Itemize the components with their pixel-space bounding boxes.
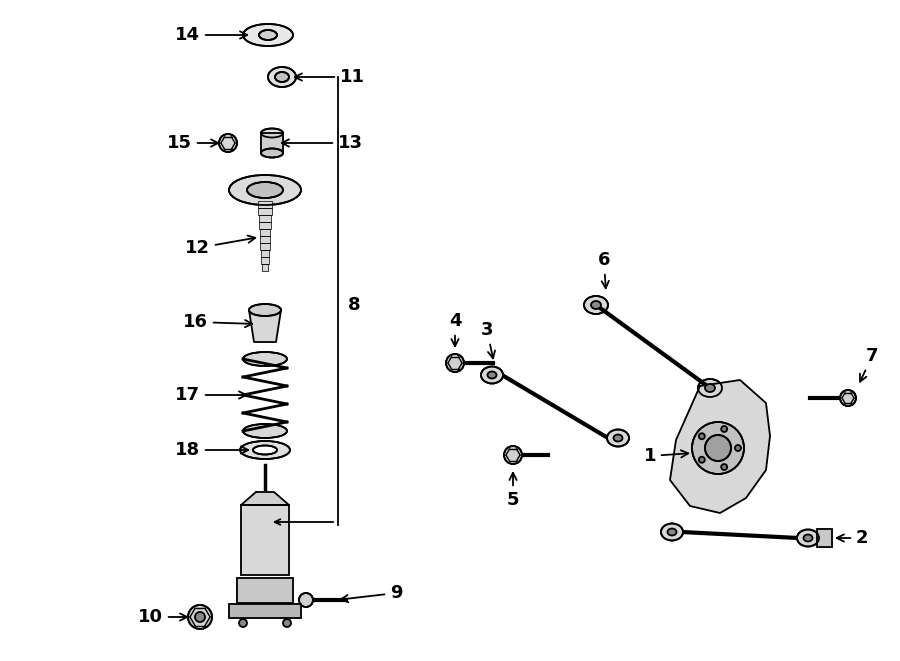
Text: 10: 10	[138, 608, 187, 626]
Circle shape	[698, 433, 705, 440]
Ellipse shape	[591, 301, 601, 309]
Bar	[241, 505, 289, 575]
Circle shape	[195, 612, 205, 622]
Bar	[237, 578, 293, 603]
Circle shape	[705, 435, 731, 461]
Ellipse shape	[275, 72, 289, 82]
Bar	[260, 236, 270, 243]
Text: 9: 9	[341, 584, 402, 602]
Ellipse shape	[481, 366, 503, 383]
Text: 5: 5	[507, 473, 519, 509]
Bar	[229, 604, 301, 618]
Ellipse shape	[253, 446, 277, 455]
Bar	[241, 505, 289, 575]
Ellipse shape	[243, 24, 293, 46]
Bar	[817, 529, 832, 547]
Ellipse shape	[249, 304, 281, 316]
Ellipse shape	[243, 352, 287, 366]
Text: 6: 6	[598, 251, 610, 288]
Bar	[258, 201, 272, 208]
Bar	[258, 208, 272, 215]
Circle shape	[735, 445, 741, 451]
Bar	[259, 229, 270, 236]
Ellipse shape	[259, 30, 277, 40]
Polygon shape	[249, 310, 281, 342]
Ellipse shape	[261, 128, 283, 137]
Polygon shape	[670, 380, 770, 513]
Circle shape	[721, 426, 727, 432]
Circle shape	[698, 457, 705, 463]
Text: 7: 7	[860, 347, 878, 381]
Bar	[259, 215, 271, 222]
Text: 12: 12	[185, 235, 256, 257]
Text: 13: 13	[282, 134, 363, 152]
Ellipse shape	[661, 524, 683, 541]
Ellipse shape	[243, 424, 287, 438]
Ellipse shape	[247, 182, 283, 198]
Bar	[260, 236, 270, 243]
Text: 14: 14	[175, 26, 248, 44]
Bar	[229, 604, 301, 618]
Text: 3: 3	[481, 321, 495, 358]
Ellipse shape	[584, 296, 608, 314]
Ellipse shape	[698, 379, 722, 397]
Ellipse shape	[488, 371, 497, 379]
Bar	[261, 133, 283, 153]
Text: 8: 8	[348, 296, 361, 314]
Text: 4: 4	[449, 312, 461, 346]
Text: 11: 11	[295, 68, 365, 86]
Ellipse shape	[268, 67, 296, 87]
Bar	[259, 222, 271, 229]
Ellipse shape	[261, 149, 283, 157]
Bar	[261, 250, 269, 257]
Ellipse shape	[240, 441, 290, 459]
Bar	[258, 201, 272, 208]
Bar	[259, 215, 271, 222]
Circle shape	[283, 619, 291, 627]
Ellipse shape	[607, 430, 629, 446]
Ellipse shape	[229, 175, 301, 205]
Bar	[237, 578, 293, 603]
Circle shape	[840, 390, 856, 406]
Circle shape	[446, 354, 464, 372]
Ellipse shape	[614, 434, 623, 442]
Bar	[262, 264, 268, 271]
Text: 17: 17	[175, 386, 247, 404]
Text: 16: 16	[183, 313, 252, 331]
Text: 1: 1	[644, 447, 688, 465]
Text: 15: 15	[167, 134, 218, 152]
Circle shape	[239, 619, 247, 627]
Circle shape	[299, 593, 313, 607]
Bar	[262, 264, 268, 271]
Circle shape	[219, 134, 237, 152]
Circle shape	[721, 464, 727, 470]
Bar	[260, 243, 270, 250]
Ellipse shape	[804, 535, 813, 541]
Bar	[261, 133, 283, 153]
Bar	[817, 529, 832, 547]
Ellipse shape	[705, 384, 715, 392]
Bar	[261, 257, 269, 264]
Bar	[259, 229, 270, 236]
Bar	[259, 222, 271, 229]
Bar	[258, 208, 272, 215]
Ellipse shape	[797, 529, 819, 547]
Bar	[261, 250, 269, 257]
Circle shape	[188, 605, 212, 629]
Bar	[261, 257, 269, 264]
Ellipse shape	[668, 529, 677, 535]
Text: 18: 18	[175, 441, 248, 459]
Polygon shape	[241, 492, 289, 505]
Circle shape	[692, 422, 744, 474]
Text: 2: 2	[837, 529, 868, 547]
Circle shape	[504, 446, 522, 464]
Bar	[260, 243, 270, 250]
